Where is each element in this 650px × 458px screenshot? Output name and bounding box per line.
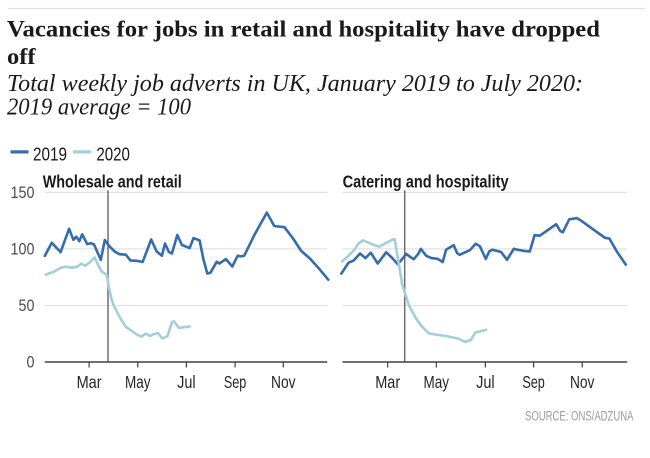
svg-text:Total weekly job adverts in UK: Total weekly job adverts in UK, January … [7,71,583,97]
svg-text:2019: 2019 [33,144,67,164]
svg-text:150: 150 [11,183,35,202]
svg-text:May: May [125,372,151,392]
svg-text:50: 50 [19,296,35,315]
svg-text:Vacancies for jobs in retail a: Vacancies for jobs in retail and hospita… [7,17,600,42]
svg-text:SOURCE: ONS/ADZUNA: SOURCE: ONS/ADZUNA [525,409,634,424]
svg-text:Mar: Mar [77,372,102,392]
svg-text:2019 average = 100: 2019 average = 100 [7,94,191,120]
svg-text:100: 100 [11,239,35,258]
svg-text:Mar: Mar [375,372,400,392]
svg-text:Jul: Jul [177,372,196,392]
svg-text:Sep: Sep [224,372,247,392]
svg-text:Catering and hospitality: Catering and hospitality [343,171,509,191]
svg-text:2020: 2020 [96,144,129,164]
svg-text:May: May [424,372,450,392]
svg-text:Nov: Nov [271,372,296,392]
svg-text:Sep: Sep [522,372,545,392]
svg-text:Nov: Nov [570,372,595,392]
svg-text:Wholesale and retail: Wholesale and retail [43,171,182,191]
svg-text:0: 0 [27,353,35,372]
svg-text:off: off [7,44,36,69]
svg-text:Jul: Jul [476,372,495,392]
